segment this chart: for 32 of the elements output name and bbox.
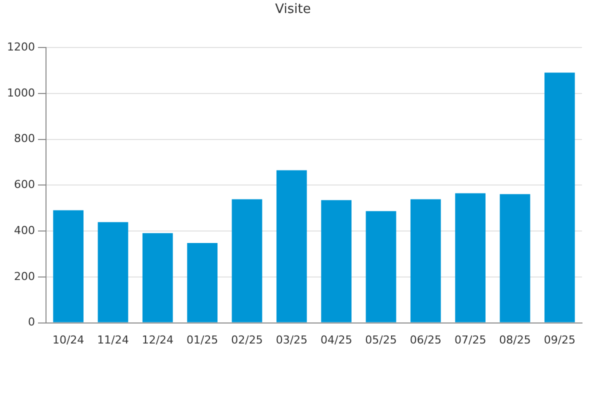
x-tick-label: 04/25 <box>320 333 352 346</box>
y-tick-label: 0 <box>28 316 35 329</box>
x-tick-label: 07/25 <box>454 333 486 346</box>
x-tick-label: 12/24 <box>142 333 174 346</box>
bar <box>232 199 262 322</box>
bar <box>187 242 218 322</box>
x-tick-label: 05/25 <box>365 333 397 346</box>
bar <box>321 200 352 322</box>
bar <box>544 72 575 322</box>
bar <box>500 194 530 322</box>
y-tick-label: 400 <box>14 224 35 237</box>
bar <box>276 170 307 322</box>
x-tick-label: 03/25 <box>276 333 308 346</box>
bar <box>410 199 441 322</box>
x-tick-label: 01/25 <box>186 333 218 346</box>
bar <box>455 193 486 322</box>
y-tick-label: 600 <box>14 178 35 192</box>
x-tick-label: 08/25 <box>499 333 531 346</box>
y-tick-label: 1000 <box>6 86 35 100</box>
x-tick-label: 02/25 <box>231 333 263 346</box>
x-tick-label: 11/24 <box>97 333 129 346</box>
bar <box>98 222 128 322</box>
x-tick-label: 10/24 <box>52 333 84 346</box>
y-tick-label: 1200 <box>6 40 35 54</box>
x-tick-label: 09/25 <box>544 333 576 346</box>
bar <box>366 211 396 322</box>
bar <box>53 210 84 322</box>
chart-title: Visite <box>275 2 311 18</box>
bar <box>142 233 173 322</box>
y-tick-label: 800 <box>14 132 35 146</box>
x-tick-label: 06/25 <box>410 333 442 346</box>
y-tick-label: 200 <box>14 270 35 283</box>
